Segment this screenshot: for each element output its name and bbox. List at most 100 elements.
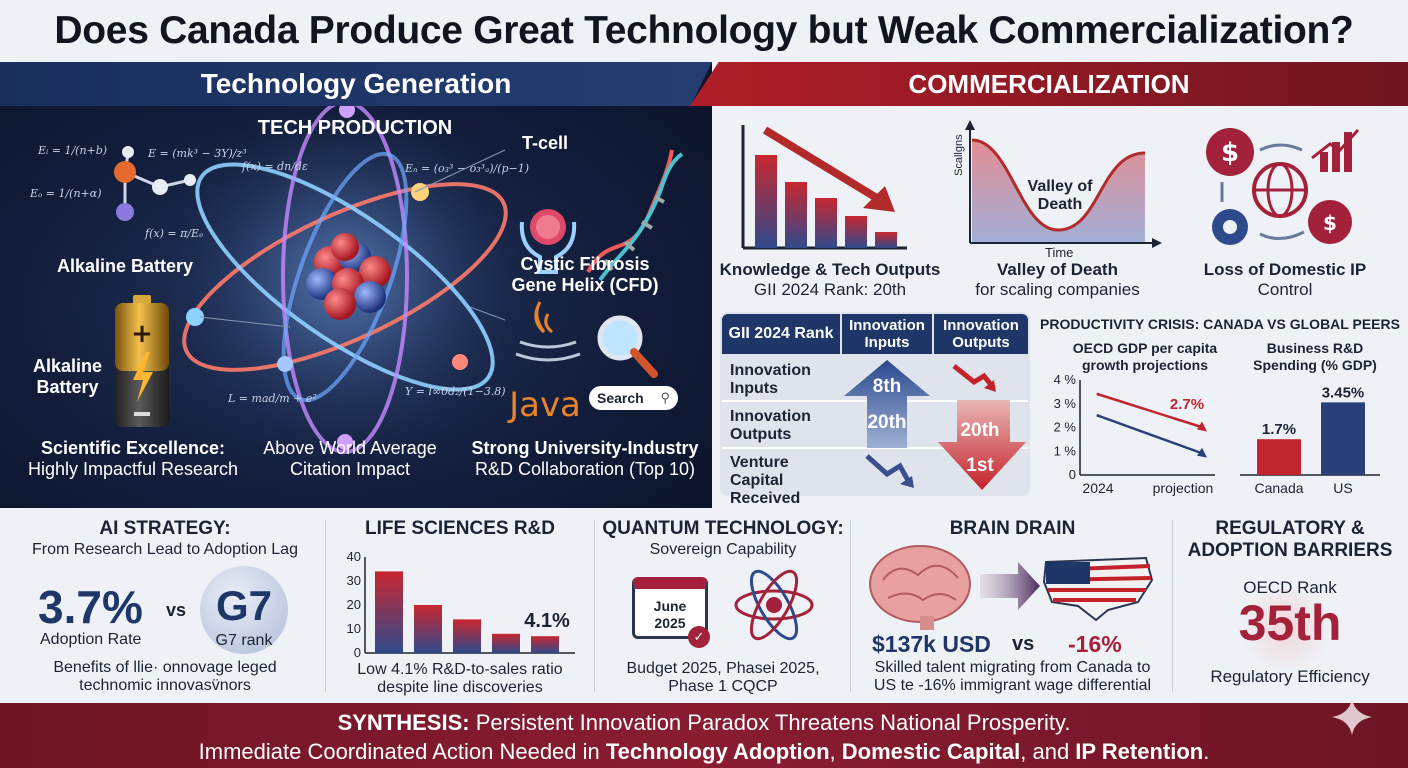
brain-vs: vs bbox=[1012, 633, 1035, 655]
y-tick-label: 2 % bbox=[1054, 420, 1077, 435]
brain-drain-illustration bbox=[869, 545, 1154, 630]
section-divider bbox=[594, 520, 595, 692]
gii-header-rank: GII 2024 Rank bbox=[722, 314, 840, 354]
technology-generation-panel: + Java Eᵢ = 1/(n+b) bbox=[0, 62, 712, 508]
synthesis-line-1: SYNTHESIS: Persistent Innovation Paradox… bbox=[0, 708, 1408, 737]
title-line: ADOPTION BARRIERS bbox=[1187, 540, 1393, 561]
ai-vs: vs bbox=[166, 600, 187, 620]
svg-text:E = (mk³ − 3Y)/z³: E = (mk³ − 3Y)/z³ bbox=[147, 147, 247, 160]
title-line: REGULATORY & bbox=[1215, 518, 1365, 539]
series-arrowhead bbox=[1197, 421, 1207, 432]
synthesis-text: , and bbox=[1020, 739, 1076, 764]
caption-line: Valley of Death bbox=[997, 260, 1118, 279]
brain-drain-note: Skilled talent migrating from Canada to … bbox=[855, 659, 1170, 695]
section-divider bbox=[1172, 520, 1173, 692]
synthesis-emphasis: Technology Adoption bbox=[605, 739, 830, 764]
y-tick-label: 40 bbox=[347, 549, 361, 564]
productivity-title: PRODUCTIVITY CRISIS: CANADA VS GLOBAL PE… bbox=[1040, 316, 1400, 332]
note-line: US te -16% immigrant wage differential bbox=[873, 677, 1152, 694]
oecd-rank-value: 35th bbox=[1238, 595, 1342, 651]
quantum-title: QUANTUM TECHNOLOGY: bbox=[602, 518, 844, 539]
gii-arrows bbox=[844, 360, 1026, 490]
svg-text:f(x) = π/Eₑ: f(x) = π/Eₑ bbox=[144, 227, 203, 240]
caption-line: GII 2024 Rank: 20th bbox=[753, 280, 907, 299]
battery-icon: + bbox=[115, 295, 169, 427]
life-sciences-bar-chart: 0 10 20 30 40 4.1% bbox=[347, 549, 575, 660]
salary-value: $137k USD bbox=[872, 631, 991, 657]
svg-text:Y = l∞0d₂/(1−3.8): Y = l∞0d₂/(1−3.8) bbox=[405, 385, 506, 398]
gdp-line-chart: 0 1 % 2 % 3 % 4 % 2024 projection 2.7% bbox=[1054, 372, 1215, 496]
svg-text:Eᵢ = 1/(n+b): Eᵢ = 1/(n+b) bbox=[37, 144, 107, 157]
gii-row-label: Venture Capital Received bbox=[730, 454, 801, 507]
note-line: Skilled talent migrating from Canada to bbox=[874, 659, 1151, 676]
alkaline-battery-label-1: Alkaline Battery bbox=[56, 256, 194, 276]
synthesis-text: . bbox=[1203, 739, 1210, 764]
synthesis-emphasis: Domestic Capital bbox=[841, 739, 1021, 764]
oecd-rank-label: OECD Rank bbox=[1243, 578, 1337, 597]
calendar-year: 2025 bbox=[654, 615, 686, 631]
usa-flag-map-icon bbox=[1042, 556, 1154, 622]
java-logo: Java bbox=[507, 301, 581, 425]
gii-inputs-rank: 20th bbox=[867, 412, 907, 433]
svg-text:f(x) = dn/dε: f(x) = dn/dε bbox=[241, 160, 308, 173]
x-tick-label: Canada bbox=[1254, 480, 1303, 496]
note-line: Low 4.1% R&D-to-sales ratio bbox=[357, 661, 563, 678]
svg-text:+: + bbox=[131, 319, 153, 349]
regulatory-title: REGULATORY & ADOPTION BARRIERS bbox=[1176, 518, 1404, 562]
caption-line: Highly Impactful Research bbox=[27, 459, 239, 479]
data-label: 1.7% bbox=[1262, 421, 1296, 438]
gii-header-inputs: Innovation Inputs bbox=[842, 314, 932, 354]
tech-production-label: TECH PRODUCTION bbox=[257, 117, 453, 139]
annotation-label: 2.7% bbox=[1170, 396, 1204, 413]
caption-line: Citation Impact bbox=[289, 459, 411, 479]
calendar-month: June bbox=[653, 598, 687, 614]
y-tick-label: 20 bbox=[347, 597, 361, 612]
synthesis-banner: SYNTHESIS: Persistent Innovation Paradox… bbox=[0, 703, 1408, 768]
section-divider bbox=[850, 520, 851, 692]
page-title: Does Canada Produce Great Technology but… bbox=[54, 9, 1354, 52]
bar bbox=[492, 633, 520, 653]
atom-illustration: + Java Eᵢ = 1/(n+b) bbox=[29, 87, 684, 467]
section-divider bbox=[325, 520, 326, 692]
commercialization-heading: COMMERCIALIZATION bbox=[908, 68, 1190, 99]
regulatory-efficiency-label: Regulatory Efficiency bbox=[1210, 667, 1370, 686]
valley-xlabel: Time bbox=[1045, 245, 1074, 260]
bar bbox=[414, 605, 442, 653]
annotation-label: 4.1% bbox=[524, 610, 570, 632]
ai-adoption-rate: 3.7% bbox=[38, 581, 143, 633]
left-header-band bbox=[0, 62, 712, 106]
dna-helix-icon bbox=[586, 149, 684, 282]
knowledge-outputs-caption: Knowledge & Tech Outputs GII 2024 Rank: … bbox=[715, 260, 945, 300]
note-line: technomic innovasv̈nors bbox=[79, 677, 251, 694]
gii-outputs-rank: 20th bbox=[960, 420, 1000, 441]
data-label: 3.45% bbox=[1322, 384, 1365, 401]
technology-generation-heading: Technology Generation bbox=[200, 68, 512, 99]
tcell-icon bbox=[519, 209, 577, 274]
x-tick-label: 2024 bbox=[1082, 480, 1113, 496]
synthesis-text: , bbox=[829, 739, 842, 764]
tcell-label: T-cell bbox=[521, 133, 569, 153]
search-box[interactable]: Search ⚲ bbox=[589, 386, 678, 410]
y-tick-label: 0 bbox=[354, 645, 361, 660]
svg-text:$: $ bbox=[1221, 138, 1239, 168]
bar bbox=[375, 571, 403, 653]
gii-outputs-rank: 1st bbox=[966, 455, 994, 476]
ai-strategy-subtitle: From Research Lead to Adoption Lag bbox=[32, 541, 298, 558]
gii-inputs-rank: 8th bbox=[872, 376, 902, 397]
gii-row-label: Innovation Inputs bbox=[730, 362, 811, 397]
y-tick-label: 3 % bbox=[1054, 396, 1077, 411]
rank-glow bbox=[1236, 588, 1336, 668]
series-line bbox=[1097, 393, 1204, 429]
brain-drain-title: BRAIN DRAIN bbox=[949, 518, 1076, 539]
y-tick-label: 10 bbox=[347, 621, 361, 636]
caption-line: Knowledge & Tech Outputs bbox=[719, 260, 941, 279]
declining-bars-icon bbox=[741, 125, 907, 250]
valley-of-death-chart bbox=[965, 120, 1162, 248]
scientific-excellence-caption: Scientific Excellence: Highly Impactful … bbox=[15, 438, 251, 480]
g7-label: G7 rank bbox=[215, 632, 273, 649]
sparkle-icon bbox=[1332, 699, 1372, 735]
quantum-note: Budget 2025, Phasei 2025, Phase 1 CQCP bbox=[598, 660, 848, 696]
y-tick-label: 0 bbox=[1069, 467, 1076, 482]
caption-line: Above World Average bbox=[263, 438, 437, 458]
cystic-fibrosis-label: Cystic Fibrosis Gene Helix (CFD) bbox=[511, 254, 659, 295]
